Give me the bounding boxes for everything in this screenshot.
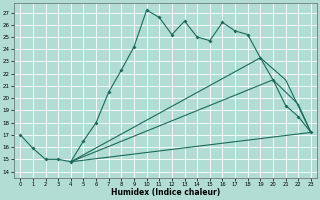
X-axis label: Humidex (Indice chaleur): Humidex (Indice chaleur) [111,188,220,197]
